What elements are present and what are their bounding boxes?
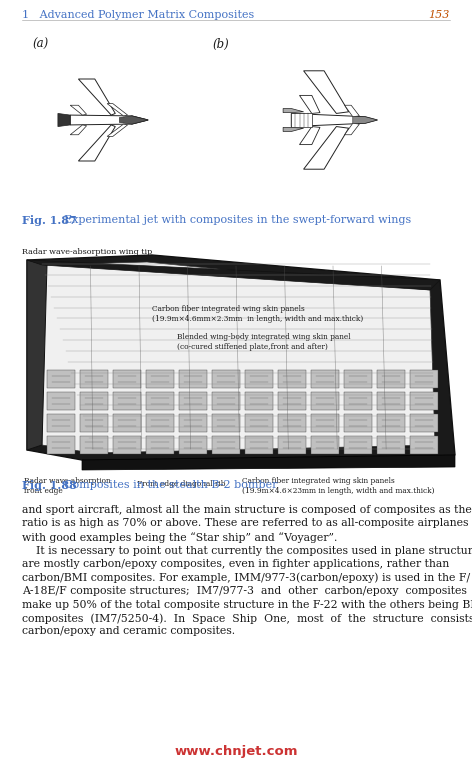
Text: carbon/BMI composites. For example, IMM/977-3(carbon/epoxy) is used in the F/: carbon/BMI composites. For example, IMM/… — [22, 572, 470, 583]
Bar — [47, 414, 75, 432]
Bar — [410, 392, 438, 410]
Text: with good examples being the “Star ship” and “Voyager”.: with good examples being the “Star ship”… — [22, 532, 337, 543]
Bar — [278, 370, 306, 388]
Bar — [80, 370, 108, 388]
Polygon shape — [353, 116, 378, 123]
Bar — [410, 414, 438, 432]
Bar — [245, 414, 273, 432]
Bar — [344, 370, 372, 388]
Text: Carbon fiber integrated wing skin panels
(19.9m×4.6×23mm in length, width and ma: Carbon fiber integrated wing skin panels… — [242, 477, 435, 495]
Polygon shape — [70, 105, 86, 115]
Bar — [146, 414, 174, 432]
Bar — [146, 392, 174, 410]
Polygon shape — [70, 125, 86, 135]
Polygon shape — [27, 255, 455, 460]
Bar — [410, 370, 438, 388]
Bar — [80, 436, 108, 454]
Bar — [278, 436, 306, 454]
Text: It is necessary to point out that currently the composites used in plane structu: It is necessary to point out that curren… — [22, 546, 472, 556]
Bar — [377, 370, 405, 388]
Polygon shape — [107, 124, 127, 136]
Text: www.chnjet.com: www.chnjet.com — [174, 745, 298, 758]
Polygon shape — [132, 116, 148, 124]
Polygon shape — [27, 260, 47, 450]
Bar — [245, 392, 273, 410]
Text: Blended wing-body integrated wing skin panel
(co-cured stiffened plate,front and: Blended wing-body integrated wing skin p… — [177, 333, 351, 351]
Text: make up 50% of the total composite structure in the F-22 with the others being B: make up 50% of the total composite struc… — [22, 600, 472, 610]
Polygon shape — [291, 113, 378, 126]
Bar — [377, 414, 405, 432]
Polygon shape — [345, 105, 359, 116]
Bar — [80, 414, 108, 432]
Text: Fig. 1.88: Fig. 1.88 — [22, 480, 77, 491]
Polygon shape — [303, 126, 349, 169]
Text: composites  (IM7/5250-4).  In  Space  Ship  One,  most  of  the  structure  cons: composites (IM7/5250-4). In Space Ship O… — [22, 613, 472, 623]
Bar — [146, 370, 174, 388]
Polygon shape — [107, 103, 127, 116]
Bar — [113, 436, 141, 454]
Text: Radar wave-absorption
front edge: Radar wave-absorption front edge — [24, 477, 110, 495]
Bar — [377, 436, 405, 454]
Bar — [179, 392, 207, 410]
Bar — [47, 392, 75, 410]
Bar — [47, 370, 75, 388]
Text: ratio is as high as 70% or above. These are referred to as all-composite airplan: ratio is as high as 70% or above. These … — [22, 518, 469, 528]
Text: Carbon fiber integrated wing skin panels
(19.9m×4.6mm×2.3mm  in length, width an: Carbon fiber integrated wing skin panels… — [152, 305, 363, 323]
Polygon shape — [300, 95, 320, 113]
Text: Composites in the stealth B-2 bomber: Composites in the stealth B-2 bomber — [57, 480, 278, 490]
Bar — [113, 370, 141, 388]
Text: Front edge diagonal rib: Front edge diagonal rib — [137, 480, 226, 488]
Bar — [344, 392, 372, 410]
Text: and sport aircraft, almost all the main structure is composed of composites as t: and sport aircraft, almost all the main … — [22, 505, 472, 515]
Polygon shape — [300, 126, 320, 145]
Polygon shape — [42, 262, 435, 453]
Bar — [47, 436, 75, 454]
Polygon shape — [283, 109, 303, 113]
Bar — [179, 414, 207, 432]
Polygon shape — [82, 455, 455, 470]
Bar — [245, 370, 273, 388]
Polygon shape — [70, 115, 148, 125]
Text: Radar wave-absorption wing tip: Radar wave-absorption wing tip — [22, 248, 152, 256]
Text: A-18E/F composite structures;  IM7/977-3  and  other  carbon/epoxy  composites: A-18E/F composite structures; IM7/977-3 … — [22, 586, 467, 596]
Bar — [291, 113, 312, 126]
Text: (a): (a) — [32, 38, 48, 51]
Bar — [179, 436, 207, 454]
Text: carbon/epoxy and ceramic composites.: carbon/epoxy and ceramic composites. — [22, 626, 235, 636]
Bar — [212, 370, 240, 388]
Bar — [113, 414, 141, 432]
Text: 153: 153 — [429, 10, 450, 20]
Bar — [146, 436, 174, 454]
Bar — [311, 370, 339, 388]
Bar — [344, 436, 372, 454]
Polygon shape — [283, 127, 303, 132]
Bar — [410, 436, 438, 454]
Bar — [377, 392, 405, 410]
Polygon shape — [78, 79, 115, 115]
Bar — [245, 436, 273, 454]
Text: Fig. 1.87: Fig. 1.87 — [22, 215, 77, 226]
Bar — [212, 392, 240, 410]
Text: 1   Advanced Polymer Matrix Composites: 1 Advanced Polymer Matrix Composites — [22, 10, 254, 20]
Polygon shape — [345, 123, 359, 135]
Bar — [80, 392, 108, 410]
Text: (b): (b) — [212, 38, 229, 51]
Text: Experimental jet with composites in the swept-forward wings: Experimental jet with composites in the … — [57, 215, 411, 225]
Polygon shape — [119, 116, 148, 124]
Bar — [212, 414, 240, 432]
Bar — [278, 414, 306, 432]
Bar — [212, 436, 240, 454]
Bar — [113, 392, 141, 410]
Bar — [311, 414, 339, 432]
Polygon shape — [27, 260, 440, 290]
Bar — [344, 414, 372, 432]
Bar — [179, 370, 207, 388]
Bar — [311, 392, 339, 410]
Bar — [311, 436, 339, 454]
Polygon shape — [78, 125, 115, 161]
Polygon shape — [58, 113, 70, 126]
Polygon shape — [303, 71, 349, 113]
Text: are mostly carbon/epoxy composites, even in fighter applications, rather than: are mostly carbon/epoxy composites, even… — [22, 559, 449, 569]
Bar — [278, 392, 306, 410]
